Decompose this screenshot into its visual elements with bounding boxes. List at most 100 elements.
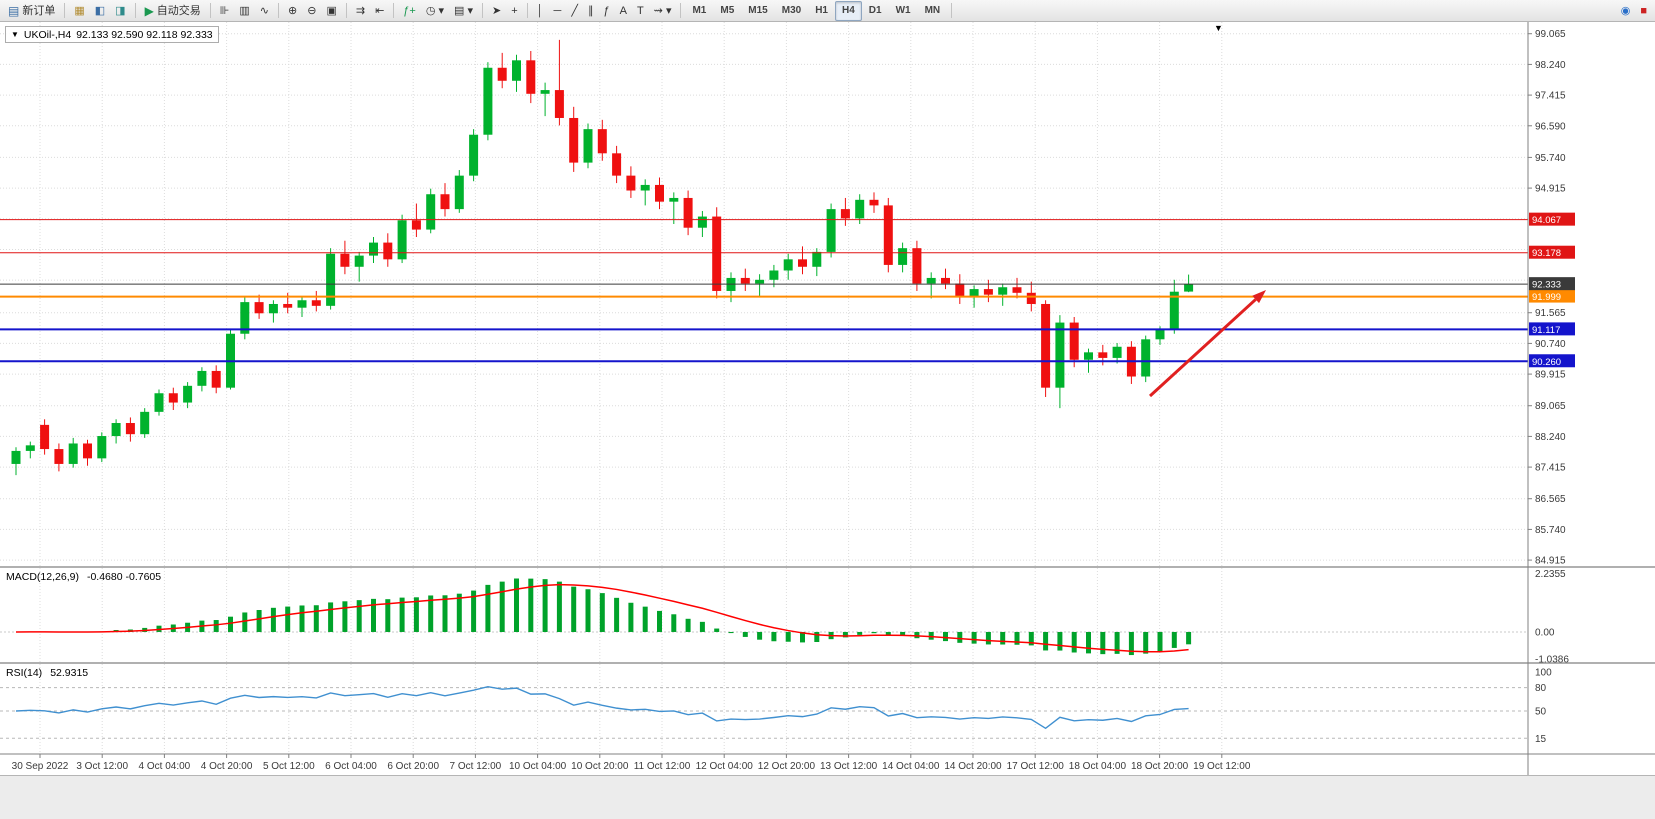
label-tool-icon[interactable]: T — [636, 4, 644, 17]
candlestick-chart-icon[interactable]: ▥ — [239, 4, 250, 17]
candle — [111, 419, 121, 444]
tf-m15-label: M15 — [748, 4, 768, 16]
play-icon: ▶ — [144, 3, 154, 18]
alert-icon[interactable]: ■ — [1640, 4, 1647, 17]
price-tick-label: 96.590 — [1535, 121, 1566, 132]
candle — [383, 233, 393, 267]
candle — [655, 177, 664, 210]
candle-body — [1184, 284, 1194, 292]
price-pane[interactable] — [0, 22, 1655, 566]
trend-arrow[interactable] — [1148, 290, 1266, 398]
tf-d1[interactable]: D1 — [862, 1, 889, 21]
candle-body — [655, 184, 664, 202]
candle — [397, 214, 407, 264]
fibonacci-tool-icon[interactable]: ƒ — [603, 4, 610, 17]
chart-shift-icon[interactable]: ⇤ — [375, 4, 385, 17]
candle-body — [240, 302, 250, 334]
trendline-tool-icon[interactable]: ╱ — [571, 4, 578, 17]
tf-m30[interactable]: M30 — [775, 1, 808, 21]
tf-m1[interactable]: M1 — [685, 1, 713, 21]
candle — [855, 194, 865, 224]
price-tick-label: 88.240 — [1535, 432, 1566, 443]
tf-h1[interactable]: H1 — [808, 1, 835, 21]
candle — [941, 268, 950, 290]
candle — [1112, 343, 1122, 364]
chart-area: 99.065 98.240 97.415 96.590 95.740 94.915 91.5… — [0, 22, 1655, 775]
candle — [597, 119, 607, 161]
macd-scale-label: 0.00 — [1535, 627, 1555, 638]
cursor-icon[interactable]: ➤ — [492, 4, 502, 17]
market-watch-icon[interactable]: ◨ — [115, 4, 126, 17]
line-chart-icon[interactable]: ∿ — [259, 4, 270, 17]
candle-body — [297, 300, 307, 308]
tf-m15[interactable]: M15 — [741, 1, 774, 21]
new-order-button[interactable]: ▤ 新订单 — [3, 1, 60, 21]
candle — [454, 170, 464, 213]
autotrade-button[interactable]: ▶ 自动交易 — [140, 1, 206, 21]
time-axis-label: 5 Oct 12:00 — [263, 761, 315, 772]
candle — [926, 272, 936, 299]
tf-w1[interactable]: W1 — [889, 1, 918, 21]
arrows-tool-icon[interactable]: ⇝ ▾ — [653, 4, 672, 17]
candle-body — [183, 385, 193, 403]
candle-body — [941, 277, 950, 284]
symbol-label-box[interactable]: ▼ UKOil-,H4 92.133 92.590 92.118 92.333 — [5, 26, 219, 43]
indicators-icon[interactable]: ƒ+ — [403, 4, 416, 17]
profiles-icon[interactable]: ◧ — [94, 4, 106, 17]
candle-body — [740, 277, 750, 284]
time-axis-label: 10 Oct 04:00 — [509, 761, 567, 772]
macd-values: -0.4680 -0.7605 — [86, 571, 162, 583]
symbol-dropdown-icon[interactable]: ▼ — [11, 30, 19, 39]
templates-icon[interactable]: ▤ ▾ — [454, 4, 474, 17]
candle — [612, 145, 622, 184]
hline-tool-icon[interactable]: ─ — [553, 4, 562, 17]
svg-text:91.999: 91.999 — [1532, 292, 1561, 303]
vline-tool-icon[interactable]: │ — [536, 4, 544, 17]
candle-body — [540, 90, 550, 94]
time-axis-label: 10 Oct 20:00 — [571, 761, 629, 772]
pane-separator[interactable] — [0, 662, 1655, 664]
toolbar-group: ➤ + — [487, 0, 523, 21]
candle — [226, 330, 235, 390]
zoom-in-icon[interactable]: ⊕ — [288, 4, 298, 17]
price-badge: 91.999 — [1529, 289, 1575, 303]
chart-shift-marker-icon[interactable]: ▼ — [1214, 23, 1223, 33]
candle — [40, 419, 50, 455]
candle — [683, 190, 693, 236]
candle — [983, 279, 993, 303]
bar-chart-icon[interactable]: ⊪ — [219, 4, 230, 17]
time-axis[interactable] — [0, 754, 1655, 775]
toolbar-separator — [680, 3, 682, 18]
time-axis-label: 12 Oct 04:00 — [696, 761, 754, 772]
candle-body — [68, 443, 78, 464]
new-chart-icon[interactable]: ▦ — [74, 4, 85, 17]
toolbar-group: ▶ 自动交易 — [140, 0, 206, 21]
tf-m1-label: M1 — [692, 4, 707, 16]
price-tick-label: 98.240 — [1535, 60, 1566, 71]
macd-pane[interactable] — [0, 568, 1655, 662]
tf-m5[interactable]: M5 — [713, 1, 741, 21]
tf-h1-label: H1 — [815, 4, 828, 16]
text-tool-icon[interactable]: A — [619, 4, 627, 17]
channel-tool-icon[interactable]: ∥ — [587, 4, 594, 17]
price-badge: 93.178 — [1529, 245, 1575, 259]
auto-scroll-icon[interactable]: ⇉ — [355, 4, 366, 17]
candle-body — [597, 129, 607, 154]
rsi-scale-label: 100 — [1535, 668, 1552, 679]
tile-windows-icon[interactable]: ▣ — [326, 4, 337, 17]
price-axis[interactable] — [1528, 22, 1655, 754]
pane-separator[interactable] — [0, 566, 1655, 568]
tf-h4[interactable]: H4 — [834, 0, 862, 21]
symbol-timeframe-label: UKOil-,H4 — [23, 28, 72, 41]
periods-icon[interactable]: ◷ ▾ — [425, 4, 445, 17]
tf-mn[interactable]: MN — [918, 1, 948, 21]
time-axis-label: 19 Oct 12:00 — [1193, 761, 1251, 772]
price-tick-label: 84.915 — [1535, 556, 1566, 567]
time-axis-label: 12 Oct 20:00 — [758, 761, 816, 772]
candle-body — [1155, 330, 1165, 340]
crosshair-icon[interactable]: + — [511, 4, 518, 17]
community-icon[interactable]: ◉ — [1620, 4, 1631, 17]
zoom-out-icon[interactable]: ⊖ — [307, 4, 317, 17]
candle-body — [626, 175, 636, 191]
candle-body — [812, 251, 822, 267]
